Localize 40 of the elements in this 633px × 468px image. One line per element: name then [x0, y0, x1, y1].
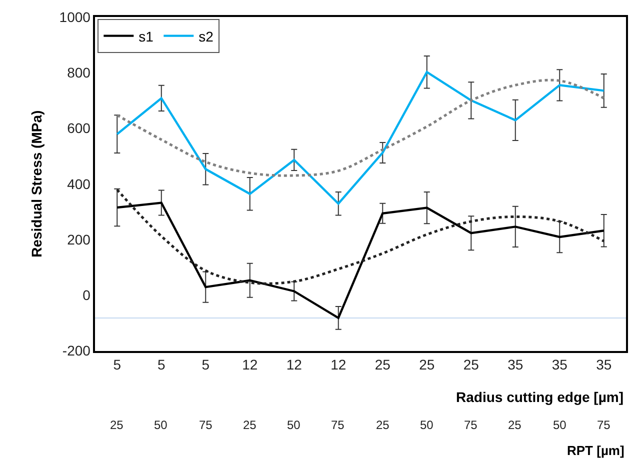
y-tick-label: 400 — [67, 176, 91, 192]
text: 75 — [597, 418, 611, 432]
text: 75 — [199, 418, 213, 432]
y-tick-label: 200 — [67, 231, 91, 248]
line-series — [116, 70, 605, 205]
text: 50 — [287, 418, 301, 432]
x-axis-title: Radius cutting edge [µm] — [456, 389, 624, 405]
legend-label: s2 — [198, 28, 214, 44]
x-tick-label: 25 — [419, 356, 435, 372]
x-tick-label: 12 — [330, 356, 346, 372]
legend-label: s1 — [138, 28, 154, 44]
text: 75 — [464, 418, 478, 432]
x-tick-label: 25 — [374, 356, 391, 372]
x-tick-label: 5 — [157, 356, 166, 372]
x-tick-label: 35 — [508, 356, 524, 372]
y-tick-label: 800 — [67, 64, 91, 81]
text: 25 — [243, 418, 257, 432]
y-tick-label: -200 — [62, 342, 91, 359]
text: 75 — [331, 418, 345, 432]
text: 25 — [110, 418, 124, 432]
line-series — [116, 188, 606, 285]
x-tick-label: 12 — [242, 356, 258, 372]
x-tick-label: 5 — [202, 356, 210, 372]
x-tick-label: 5 — [113, 356, 122, 372]
text: 25 — [376, 418, 390, 432]
text: 25 — [508, 418, 522, 432]
y-tick-label: 600 — [67, 120, 91, 136]
x-tick-label: 35 — [552, 356, 568, 372]
text: 50 — [553, 418, 567, 432]
text: 50 — [420, 418, 434, 432]
text: 50 — [154, 418, 168, 432]
x2-axis-title: RPT [µm] — [567, 443, 624, 458]
y-axis-title: Residual Stress (MPa) — [28, 110, 44, 258]
x-tick-label: 25 — [463, 356, 480, 372]
line-series — [116, 78, 606, 177]
y-tick-label: 0 — [82, 287, 91, 304]
line-series — [116, 202, 605, 320]
x-tick-label: 12 — [286, 356, 302, 372]
x-tick-label: 35 — [596, 356, 612, 372]
y-tick-label: 1000 — [59, 8, 91, 25]
